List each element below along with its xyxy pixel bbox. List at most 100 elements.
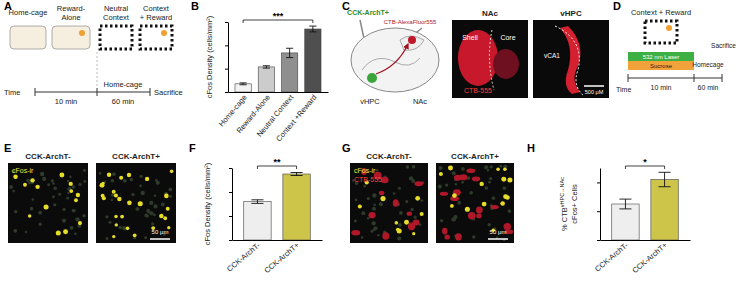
error-bar <box>291 173 303 176</box>
error-bar <box>659 172 671 186</box>
cfos-cell <box>166 207 170 211</box>
label: Core <box>500 34 515 41</box>
cfos-cell <box>507 177 512 182</box>
tracer-cell <box>491 205 499 209</box>
plot-area <box>244 173 311 241</box>
bar-chart: CCK-ArchT-CCK-ArchT+% CTBvHPC→NAccFos+ C… <box>559 157 691 275</box>
tracer-site <box>408 36 416 44</box>
background-cell <box>367 197 370 200</box>
background-cell <box>9 185 13 189</box>
plot-area <box>235 26 321 92</box>
y-axis <box>597 169 601 241</box>
label: Home-cage <box>104 80 143 89</box>
cfos-cell <box>163 216 167 220</box>
error-cap <box>240 82 247 83</box>
y-tick-mark <box>229 240 232 241</box>
tracer-cell <box>369 212 376 218</box>
bar <box>258 67 274 92</box>
y-axis-line <box>228 23 229 93</box>
background-cell <box>69 176 71 178</box>
y-axis-line <box>600 169 601 241</box>
cfos-cell <box>78 221 82 225</box>
y-axis <box>225 23 229 93</box>
cfos-cell <box>397 228 402 233</box>
background-cell <box>51 179 54 182</box>
background-cell <box>355 199 358 202</box>
label: 60 min <box>697 84 718 91</box>
background-cell <box>487 169 490 172</box>
panel-label: B <box>191 0 199 12</box>
error-line <box>625 199 626 209</box>
background-cell <box>354 219 357 222</box>
background-cell <box>361 236 364 239</box>
label: cFos-ir <box>354 167 376 174</box>
background-cell <box>379 202 382 205</box>
stage-label: Context <box>143 4 170 13</box>
y-tick <box>225 22 228 23</box>
background-cell <box>139 175 142 178</box>
background-cell <box>131 193 134 196</box>
background-cell <box>405 200 408 203</box>
timeline-tick <box>722 74 723 82</box>
tracer-cell <box>351 230 360 235</box>
background-cell <box>439 166 443 170</box>
micrograph <box>8 163 88 243</box>
y-axis-title: cFos Density (cells/mm²) <box>205 15 214 98</box>
stage-box <box>140 26 172 49</box>
background-cell <box>30 207 34 211</box>
background-cell <box>70 226 74 230</box>
x-tick-label: CCK-ArchT+ <box>262 240 301 275</box>
background-cell <box>62 219 66 223</box>
background-cell <box>25 231 28 234</box>
y-axis-title: % CTBvHPC→NAc <box>559 177 569 231</box>
reward-dot <box>666 25 672 31</box>
background-cell <box>489 177 492 180</box>
tracer-cell <box>440 192 448 196</box>
error-line <box>289 48 290 57</box>
stage-label: Reward- <box>57 4 86 13</box>
guide <box>97 52 98 88</box>
background-cell <box>440 219 443 222</box>
label: NAc <box>413 97 427 106</box>
x-tick-label: CCK-ArchT- <box>225 240 262 273</box>
micrograph <box>350 163 428 243</box>
y-tick-mark <box>597 240 600 241</box>
background-cell <box>399 211 403 215</box>
cfos-cell <box>127 173 131 177</box>
label: CCK-ArchT- <box>366 152 412 161</box>
error-bar <box>251 200 263 204</box>
significance: ** <box>273 157 281 167</box>
cfos-cell <box>380 196 385 201</box>
background-cell <box>38 211 42 215</box>
background-cell <box>42 177 46 181</box>
background-cell <box>377 234 379 236</box>
error-cap <box>291 175 303 176</box>
panel-c: CCK-ArchT+CTB-AlexaFluor555vHPCNAcNAcShe… <box>347 9 609 106</box>
panel-a: Home-cageReward-AloneNeutralContextConte… <box>4 4 183 106</box>
error-bar <box>263 66 270 68</box>
label: CTB-555 <box>354 176 382 183</box>
cfos-cell <box>13 175 18 180</box>
label: Time <box>616 86 631 93</box>
background-cell <box>66 196 69 199</box>
panel-g: CCK-ArchT-CCK-ArchT+cFos-irCTB-55550 μm <box>350 152 514 243</box>
tracer-signal <box>560 26 580 94</box>
background-cell <box>151 222 154 225</box>
background-cell <box>52 182 55 185</box>
timeline-tick <box>628 74 629 82</box>
y-axis <box>229 169 233 241</box>
tracer-cell <box>442 228 447 235</box>
label: 10 min <box>650 84 671 91</box>
y-tick-mark <box>225 45 228 46</box>
y-tick-mark <box>225 92 228 93</box>
background-cell <box>153 204 157 208</box>
tracer-cell <box>472 177 480 182</box>
cfos-cell <box>170 170 174 174</box>
stage-box <box>52 26 90 49</box>
cfos-cell <box>127 200 132 205</box>
background-cell <box>154 194 156 196</box>
background-cell <box>367 217 369 219</box>
label: CCK-ArchT+ <box>112 152 160 161</box>
stage-label: Neutral <box>104 4 129 13</box>
background-cell <box>168 188 172 192</box>
